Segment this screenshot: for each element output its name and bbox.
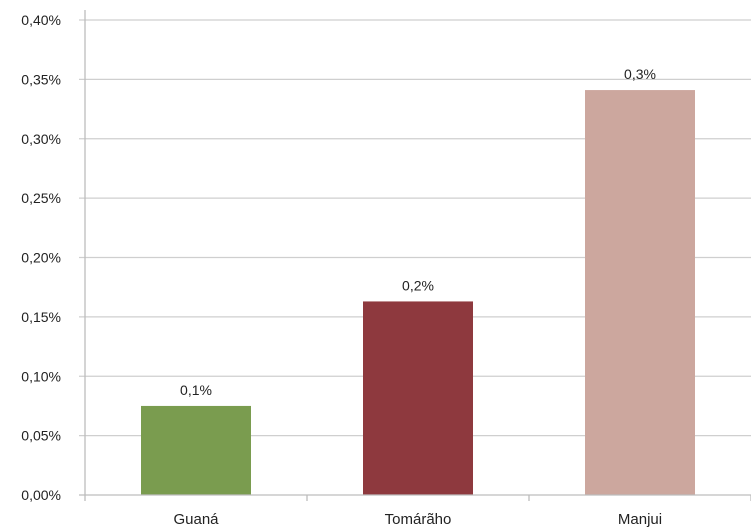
data-labels: 0,1% 0,2% 0,3% bbox=[180, 66, 656, 398]
y-tick-label: 0,25% bbox=[21, 190, 61, 206]
x-category-label: Tomárãho bbox=[385, 511, 452, 527]
data-label: 0,1% bbox=[180, 382, 212, 398]
data-label: 0,3% bbox=[624, 66, 656, 82]
y-tick-label: 0,35% bbox=[21, 71, 61, 87]
y-tick-label: 0,40% bbox=[21, 12, 61, 28]
bar-2 bbox=[363, 301, 473, 495]
y-tick-label: 0,00% bbox=[21, 487, 61, 503]
y-tick-label: 0,15% bbox=[21, 309, 61, 325]
bar-1 bbox=[141, 405, 251, 495]
y-tick-label: 0,20% bbox=[21, 250, 61, 266]
y-tick-label: 0,30% bbox=[21, 131, 61, 147]
data-label: 0,2% bbox=[402, 277, 434, 293]
bar-3 bbox=[585, 90, 695, 495]
x-category-label: Manjui bbox=[618, 511, 662, 527]
y-tick-label: 0,10% bbox=[21, 368, 61, 384]
y-axis-tick-labels: 0,00% 0,05% 0,10% 0,15% 0,20% 0,25% 0,30% 0,35%… bbox=[21, 12, 61, 503]
y-tick-label: 0,05% bbox=[21, 428, 61, 444]
bars bbox=[141, 90, 695, 495]
x-axis: Guaná Tomárãho Manjui bbox=[79, 10, 751, 527]
x-category-label: Guaná bbox=[173, 511, 219, 527]
